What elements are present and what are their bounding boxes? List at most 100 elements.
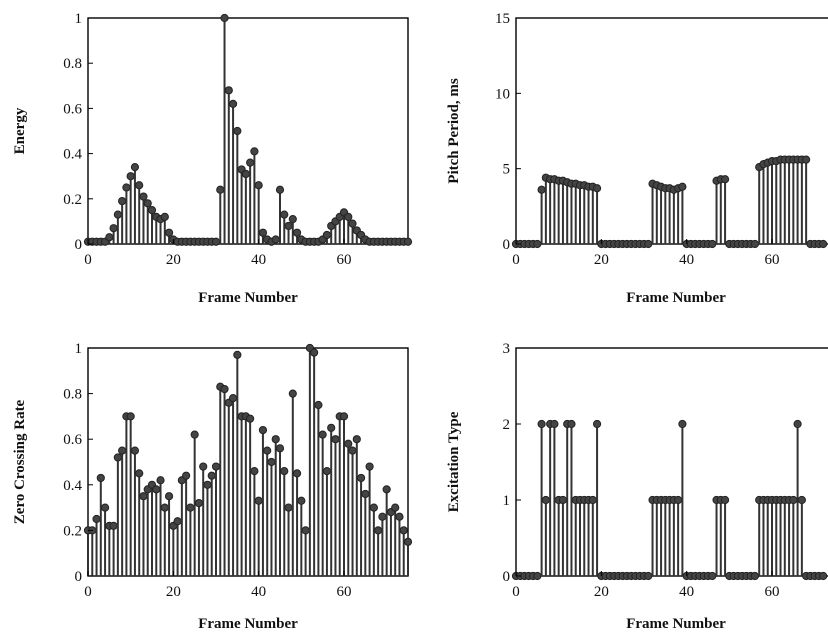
stem-marker <box>344 212 353 221</box>
stem-marker <box>674 495 683 505</box>
x-tick-label: 40 <box>679 584 694 600</box>
stem-marker <box>284 503 293 512</box>
stem-marker <box>105 233 114 242</box>
y-tick-label: 3 <box>503 341 511 357</box>
stem-marker <box>678 182 687 191</box>
stem-marker <box>356 473 366 483</box>
x-tick-label: 20 <box>166 252 181 268</box>
stem-marker <box>550 419 559 429</box>
stem-marker <box>314 400 323 410</box>
stem-marker <box>122 183 131 192</box>
y-tick-label: 0.2 <box>63 192 82 208</box>
stem-marker <box>533 571 542 581</box>
stem-marker <box>819 571 828 581</box>
stem-marker <box>246 414 255 423</box>
y-tick-label: 1 <box>75 11 83 27</box>
stem-marker <box>109 521 118 530</box>
x-tick-label: 40 <box>251 584 266 600</box>
stem-marker <box>130 163 140 172</box>
x-tick-label: 0 <box>84 584 92 600</box>
stem-marker <box>369 503 378 512</box>
plot-frame <box>515 17 828 245</box>
stem-marker <box>391 503 400 512</box>
stem-marker <box>139 192 148 201</box>
stem-marker <box>339 412 349 421</box>
x-tick-labels: 0 20 40 60 <box>84 571 352 600</box>
stem-marker <box>211 237 221 246</box>
x-tick-label: 0 <box>512 252 520 268</box>
stem-marker <box>310 348 319 357</box>
x-axis-label: Frame Number <box>198 616 298 632</box>
stem-marker <box>284 221 293 231</box>
stem-marker <box>558 495 568 505</box>
x-tick-labels: 0 20 40 60 <box>512 239 780 268</box>
x-tick-label: 60 <box>765 584 780 600</box>
stem-marker <box>113 453 122 462</box>
stem-marker <box>263 446 272 455</box>
stem-marker <box>537 419 546 429</box>
excitation-type-plot: 0 20 40 60 0 1 2 3 Frame Number Excitation Typ… <box>446 341 828 632</box>
stem-marker <box>160 212 169 221</box>
y-tick-label: 5 <box>503 162 511 178</box>
stem-marker <box>100 503 110 512</box>
stem-marker <box>720 495 730 505</box>
stem-marker <box>173 517 182 526</box>
stem-marker <box>678 419 687 429</box>
stem-marker <box>254 181 263 190</box>
stem-marker <box>203 480 212 489</box>
stem-marker <box>819 239 828 249</box>
stem-marker <box>292 228 302 237</box>
x-axis-label: Frame Number <box>626 290 726 306</box>
stem-marker <box>708 571 717 581</box>
x-tick-label: 60 <box>337 252 352 268</box>
stem-marker <box>322 467 332 476</box>
x-tick-label: 20 <box>166 584 181 600</box>
stem-marker <box>750 571 760 581</box>
stem-marker <box>228 394 238 403</box>
stem-marker <box>403 237 413 246</box>
x-tick-label: 0 <box>512 584 520 600</box>
zero-crossing-rate-plot: 0 20 40 60 0 0.2 0.4 0.6 0.8 1 Frame Number Zero… <box>12 341 413 632</box>
y-tick-label: 2 <box>503 417 511 433</box>
stem-marker <box>147 206 157 215</box>
y-tick-label: 0.8 <box>63 56 82 72</box>
y-tick-label: 0 <box>75 237 83 253</box>
stem-marker <box>280 210 289 219</box>
stem-marker <box>233 350 242 359</box>
stem-marker <box>271 235 280 244</box>
stem-marker <box>533 239 542 249</box>
stem-marker <box>207 471 216 480</box>
stem-marker <box>96 473 105 483</box>
x-axis-label: Frame Number <box>198 290 298 306</box>
stem-marker <box>318 430 327 439</box>
stem-marker <box>164 228 174 237</box>
stem-marker <box>382 485 391 494</box>
x-tick-labels: 0 20 40 60 <box>84 239 352 268</box>
stem-marker <box>258 425 268 435</box>
stem-marker <box>250 467 259 476</box>
x-tick-labels: 0 20 40 60 <box>512 571 780 600</box>
plot-frame <box>87 17 409 245</box>
stem-marker <box>327 423 336 432</box>
stem-marker <box>130 446 140 455</box>
stem-marker <box>267 457 276 467</box>
stem-marker <box>592 419 602 429</box>
stem-marker <box>220 384 229 394</box>
x-tick-label: 20 <box>594 584 609 600</box>
y-tick-label: 0.6 <box>63 432 82 448</box>
stem-marker <box>211 462 221 471</box>
stem-marker <box>322 230 332 240</box>
stem-marker <box>292 469 302 478</box>
stem-marker <box>271 435 280 444</box>
y-tick-label: 0.6 <box>63 101 82 117</box>
stem-marker <box>109 224 118 233</box>
stem-marker <box>301 526 310 535</box>
y-tick-label: 0 <box>503 569 511 585</box>
y-tick-label: 0.4 <box>63 478 82 494</box>
stem-marker <box>708 239 717 249</box>
stem-marker <box>258 228 268 237</box>
stem-marker <box>254 496 263 505</box>
stem-marker <box>156 476 165 485</box>
y-tick-label: 15 <box>495 11 510 27</box>
